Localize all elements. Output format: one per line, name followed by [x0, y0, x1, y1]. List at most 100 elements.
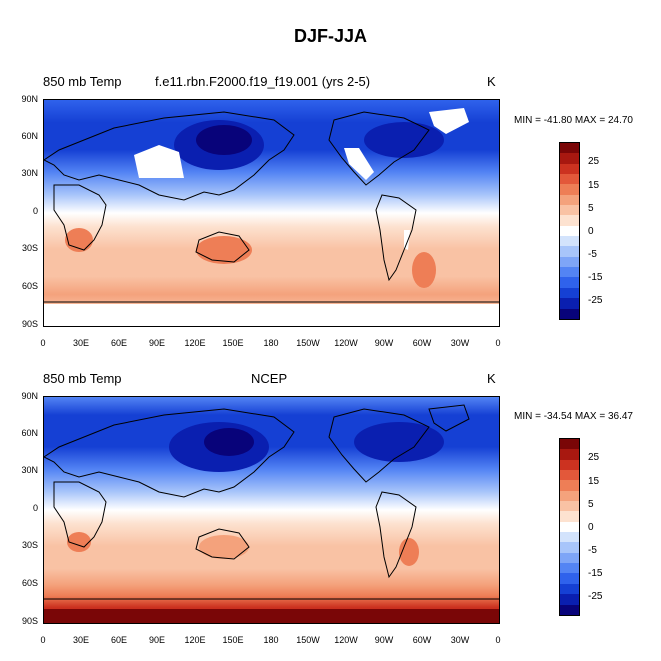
- colorbar-segment: [560, 308, 579, 319]
- panel-1-lon-90e: 90E: [148, 338, 165, 348]
- panel-1-cb-tick-m25: -25: [588, 295, 603, 306]
- panel-2-canada-cold: [354, 422, 444, 462]
- panel-2-cb-tick-m5: -5: [588, 545, 597, 556]
- panel-1-lat-30n: 30N: [21, 168, 38, 178]
- colorbar-segment: [560, 501, 579, 512]
- colorbar-segment: [560, 287, 579, 299]
- panel-2-center-label: NCEP: [251, 371, 288, 386]
- panel-2-coastlines: [44, 404, 499, 600]
- panel-2-right-label: K: [487, 371, 496, 386]
- colorbar-segment: [560, 449, 579, 460]
- colorbar-segment: [560, 205, 579, 216]
- panel-1-right-label: K: [487, 74, 496, 89]
- panel-2-lon-90w: 90W: [374, 635, 394, 645]
- panel-2-cb-tick-5: 5: [588, 499, 594, 510]
- panel-1-lat-0: 0: [32, 206, 38, 216]
- colorbar-segment: [560, 532, 579, 543]
- panel-1-lon-30w: 30W: [450, 338, 470, 348]
- panel-1-map-svg: [44, 100, 499, 326]
- panel-1-missing-rockies: [344, 148, 374, 180]
- panel-2-lon-120w: 120W: [334, 635, 358, 645]
- panel-2-lon-90e: 90E: [148, 635, 165, 645]
- colorbar-segment: [560, 143, 579, 154]
- panel-1-canada-cold: [364, 122, 444, 158]
- panel-1-cb-tick-0: 0: [588, 226, 594, 237]
- panel-2-lon-0: 0: [40, 635, 46, 645]
- panel-2-lat-60s: 60S: [21, 578, 38, 588]
- colorbar-segment: [560, 184, 579, 195]
- panel-1-samerica-warm: [412, 252, 436, 288]
- colorbar-segment: [560, 459, 579, 471]
- panel-2-map: [43, 396, 500, 624]
- colorbar-segment: [560, 215, 579, 226]
- colorbar-segment: [560, 594, 579, 605]
- colorbar-segment: [560, 604, 579, 615]
- panel-1-australia-warm: [196, 236, 252, 264]
- colorbar-segment: [560, 246, 579, 257]
- panel-2-lat-30s: 30S: [21, 540, 38, 550]
- colorbar-segment: [560, 194, 579, 206]
- panel-1-min: MIN = -41.80: [514, 115, 573, 126]
- panel-2-lon-150w: 150W: [296, 635, 320, 645]
- panel-2-cb-tick-15: 15: [588, 476, 600, 487]
- panel-2-left-label: 850 mb Temp: [43, 371, 122, 386]
- panel-1-lon-120w: 120W: [334, 338, 358, 348]
- panel-1-cb-tick-5: 5: [588, 203, 594, 214]
- colorbar-segment: [560, 480, 579, 491]
- panel-1-lon-30e: 30E: [72, 338, 89, 348]
- panel-2-lat-90s: 90S: [21, 616, 38, 626]
- panel-1-lon-0-end: 0: [495, 338, 501, 348]
- panel-1-lat-60s: 60S: [21, 281, 38, 291]
- panel-1-cb-tick-25: 25: [588, 156, 600, 167]
- colorbar-segment: [560, 267, 579, 278]
- panel-1-siberia-core: [196, 125, 252, 155]
- panel-2-siberia-core: [204, 428, 254, 456]
- panel-2-lon-30w: 30W: [450, 635, 470, 645]
- panel-1-left-label: 850 mb Temp: [43, 74, 122, 89]
- panel-1-center-label: f.e11.rbn.F2000.f19_f19.001 (yrs 2-5): [155, 74, 371, 89]
- colorbar-segment: [560, 563, 579, 574]
- panel-1-max: MAX = 24.70: [574, 115, 633, 126]
- panel-1-lon-60w: 60W: [412, 338, 432, 348]
- colorbar-segment: [560, 511, 579, 522]
- panel-2-lon-0-end: 0: [495, 635, 501, 645]
- panel-1-lon-150e: 150E: [222, 338, 244, 348]
- panel-1-map: [43, 99, 500, 327]
- colorbar-segment: [560, 163, 579, 175]
- panel-1-cb-tick-m5: -5: [588, 249, 597, 260]
- panel-2-lon-60w: 60W: [412, 635, 432, 645]
- panel-1-lon-0: 0: [40, 338, 46, 348]
- panel-2-cb-tick-m25: -25: [588, 591, 603, 602]
- panel-1-missing-antarctica: [44, 304, 499, 326]
- colorbar-segment: [560, 174, 579, 185]
- panel-2-lat-90n: 90N: [21, 391, 38, 401]
- colorbar-segment: [560, 542, 579, 553]
- colorbar-segment: [560, 298, 579, 309]
- panel-1-lon-150w: 150W: [296, 338, 320, 348]
- panel-2-colorbar: [559, 438, 580, 616]
- panel-1-lat-60n: 60N: [21, 131, 38, 141]
- panel-2-max: MAX = 36.47: [574, 411, 633, 422]
- panel-2-lon-150e: 150E: [222, 635, 244, 645]
- panel-2-cb-tick-0: 0: [588, 522, 594, 533]
- panel-1-missing-greenland: [429, 108, 469, 134]
- panel-1-coastlines: [44, 111, 499, 303]
- panel-1-cb-tick-15: 15: [588, 180, 600, 191]
- panel-1-lon-60e: 60E: [110, 338, 127, 348]
- panel-2-lat-60n: 60N: [21, 428, 38, 438]
- colorbar-segment: [560, 470, 579, 481]
- panel-2-samerica-warm: [399, 538, 419, 566]
- panel-1-cb-tick-m15: -15: [588, 272, 603, 283]
- panel-1-min-max: MIN = -41.80 MAX = 24.70: [514, 115, 633, 126]
- panel-1-lat-30s: 30S: [21, 243, 38, 253]
- panel-2-lon-120e: 120E: [184, 635, 206, 645]
- panel-2-min: MIN = -34.54: [514, 411, 573, 422]
- panel-2-australia-warm: [199, 535, 249, 559]
- colorbar-segment: [560, 439, 579, 450]
- colorbar-segment: [560, 573, 579, 584]
- panel-1-lon-120e: 120E: [184, 338, 206, 348]
- figure-title: DJF-JJA: [293, 26, 368, 46]
- panel-2-lat-30n: 30N: [21, 465, 38, 475]
- panel-2-lon-180: 180: [263, 635, 279, 645]
- colorbar-segment: [560, 153, 579, 164]
